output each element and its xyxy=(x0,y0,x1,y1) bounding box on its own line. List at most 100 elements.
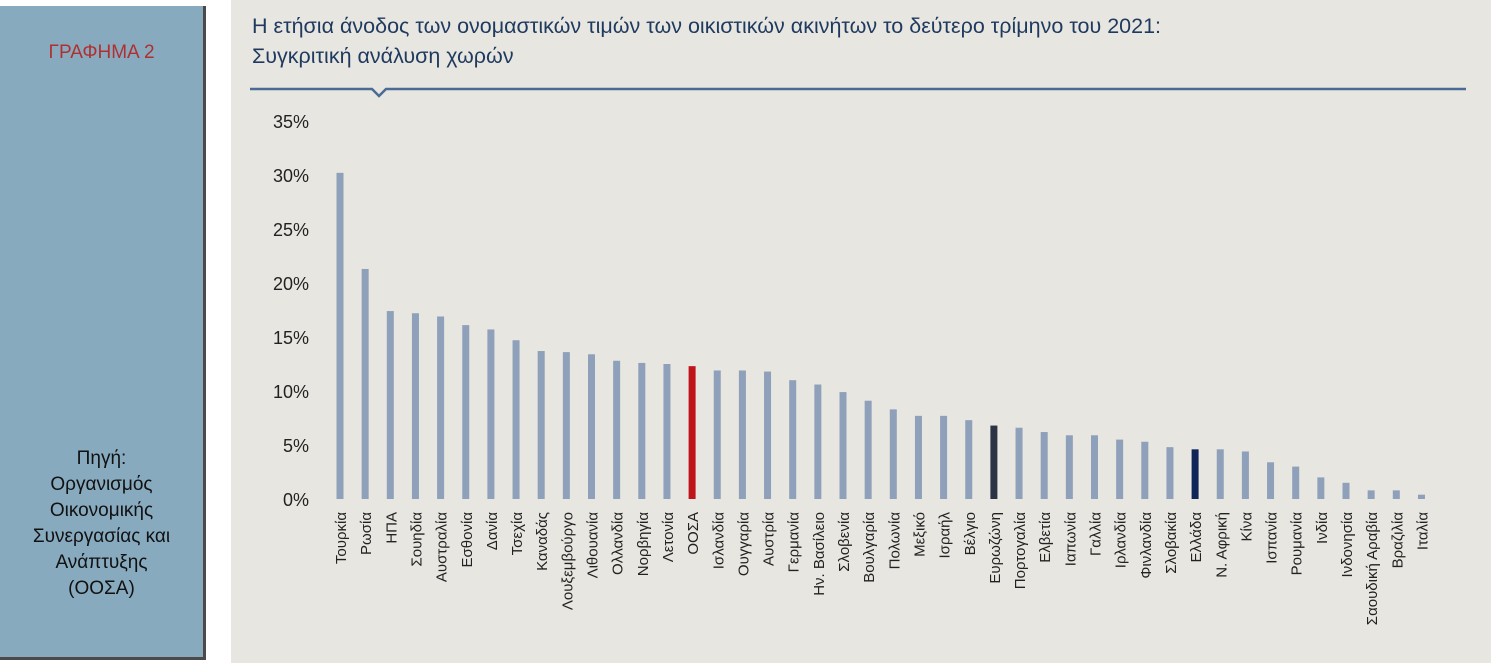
x-tick-label: Ουγγαρία xyxy=(735,512,752,576)
x-tick-label: Τουρκία xyxy=(333,512,350,564)
bar xyxy=(1040,432,1048,499)
x-tick-label: Ισλανδία xyxy=(710,512,727,570)
y-tick-label: 20% xyxy=(273,274,309,294)
bar xyxy=(1141,441,1149,499)
side-panel: ΓΡΑΦΗΜΑ 2 Πηγή: Οργανισμός Οικονομικής Σ… xyxy=(0,6,206,660)
y-tick-label: 0% xyxy=(283,490,309,510)
x-tick-label: Ινδία xyxy=(1314,512,1331,544)
x-tick-label: ΗΠΑ xyxy=(383,512,400,544)
figure-label: ΓΡΑΦΗΜΑ 2 xyxy=(48,42,155,63)
x-tick-label: Βέλγιο xyxy=(962,512,979,555)
bar xyxy=(1292,466,1300,499)
x-tick-label: Αυστρία xyxy=(761,512,778,566)
chart-title: Η ετήσια άνοδος των ονομαστικών τιμών τω… xyxy=(252,11,1472,71)
bar xyxy=(1091,435,1098,499)
bar xyxy=(462,325,470,499)
x-tick-label: Ιαπωνία xyxy=(1062,512,1079,567)
x-tick-label: Ισπανία xyxy=(1264,512,1281,564)
x-tick-label: ΟΟΣΑ xyxy=(685,512,702,555)
x-tick-label: Ιταλία xyxy=(1414,512,1431,550)
x-tick-label: Ην. Βασίλειο xyxy=(811,512,828,596)
bar xyxy=(1267,462,1275,499)
x-tick-label: Καναδάς xyxy=(534,512,551,571)
x-tick-label: Ιρλανδία xyxy=(1113,512,1130,569)
bar xyxy=(663,364,671,499)
bar xyxy=(1367,490,1375,499)
bars xyxy=(336,172,1425,499)
bar xyxy=(1166,447,1174,499)
x-tick-label: Ευρωζώνη xyxy=(987,512,1004,584)
bar xyxy=(738,370,746,499)
bar xyxy=(537,351,545,499)
y-tick-label: 15% xyxy=(273,328,309,348)
bar xyxy=(512,340,520,499)
bar xyxy=(789,380,797,499)
x-tick-label: Σαουδική Αραβία xyxy=(1364,512,1381,626)
x-tick-label: Εσθονία xyxy=(459,512,476,568)
bar xyxy=(914,415,922,499)
x-tick-label: Δανία xyxy=(484,512,501,551)
x-tick-label: Βραζιλία xyxy=(1389,512,1406,569)
bar xyxy=(1417,494,1425,499)
x-tick-label: Λουξεμβούργο xyxy=(559,512,576,610)
x-tick-label: Λετονία xyxy=(660,512,677,563)
y-tick-label: 25% xyxy=(273,220,309,240)
x-axis-labels: Τουρκία Ρωσία ΗΠΑ Σουηδία Αυστραλία Εσθονία Δα… xyxy=(333,512,1431,626)
bar xyxy=(487,329,495,499)
source-line: Ανάπτυξης xyxy=(55,552,148,573)
x-tick-label: Ν. Αφρική xyxy=(1213,512,1230,578)
bar xyxy=(1065,435,1073,499)
bar xyxy=(1216,449,1224,499)
x-tick-label: Σλοβακία xyxy=(1163,512,1180,574)
x-tick-label: Μεξικό xyxy=(911,512,928,557)
bar xyxy=(336,172,344,499)
source-line: (ΟΟΣΑ) xyxy=(68,578,135,599)
x-tick-label: Ρουμανία xyxy=(1289,512,1306,576)
x-tick-label: Αυστραλία xyxy=(434,512,451,582)
x-tick-label: Γερμανία xyxy=(786,512,803,573)
bar xyxy=(839,392,847,499)
bar xyxy=(889,409,897,499)
bar xyxy=(638,362,646,499)
x-tick-label: Γαλλία xyxy=(1088,512,1105,556)
source-line: Συνεργασίας και xyxy=(32,526,171,547)
source-line: Οικονομικής xyxy=(49,500,154,521)
chart-title-line: Συγκριτική ανάλυση χωρών xyxy=(252,44,514,68)
x-tick-label: Πολωνία xyxy=(886,512,903,570)
bar xyxy=(864,400,872,499)
bar xyxy=(1015,427,1023,499)
bar xyxy=(613,360,621,499)
bar xyxy=(990,425,998,499)
bar xyxy=(1317,477,1325,499)
x-tick-label: Ισραήλ xyxy=(937,512,954,559)
x-tick-label: Ελβετία xyxy=(1037,512,1054,563)
bar xyxy=(361,268,369,499)
bar xyxy=(1392,490,1400,499)
bar xyxy=(1116,439,1124,499)
bar xyxy=(688,366,696,499)
y-tick-label: 35% xyxy=(273,112,309,132)
x-tick-label: Ελλάδα xyxy=(1188,512,1205,563)
bar xyxy=(588,354,595,499)
x-tick-label: Σουηδία xyxy=(408,512,425,567)
x-tick-label: Ολλανδία xyxy=(610,512,627,575)
bar xyxy=(764,371,772,499)
x-tick-label: Φινλανδία xyxy=(1138,512,1155,579)
bar xyxy=(562,352,570,499)
bar xyxy=(1241,451,1249,499)
x-tick-label: Ρωσία xyxy=(358,512,375,555)
bar xyxy=(1342,482,1350,499)
bar xyxy=(814,384,822,499)
bar xyxy=(411,313,419,499)
y-tick-label: 5% xyxy=(283,436,309,456)
bar xyxy=(713,370,721,499)
x-tick-label: Σλοβενία xyxy=(836,512,853,572)
x-tick-label: Νορβηγία xyxy=(635,512,652,577)
y-tick-label: 10% xyxy=(273,382,309,402)
source-line: Πηγή: xyxy=(76,448,127,469)
source-line: Οργανισμός xyxy=(50,474,153,495)
x-tick-label: Κίνα xyxy=(1238,512,1255,542)
x-tick-label: Πορτογαλία xyxy=(1012,512,1029,590)
bar xyxy=(965,420,973,499)
